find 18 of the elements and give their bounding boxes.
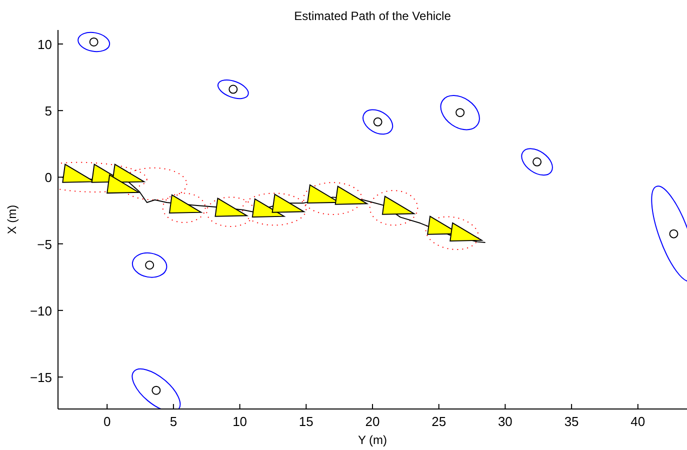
y-tick-label: 0 — [44, 170, 52, 186]
y-tick-label: −5 — [37, 236, 52, 252]
x-tick-label: 0 — [103, 414, 111, 429]
x-tick-label: 30 — [498, 414, 512, 429]
y-tick-label: 5 — [44, 104, 52, 119]
x-axis-title: Y (m) — [358, 433, 388, 447]
x-tick-label: 20 — [365, 414, 380, 429]
y-tick-label: −10 — [30, 303, 52, 318]
x-tick-label: 5 — [170, 414, 178, 429]
x-tick-label: 35 — [564, 414, 579, 429]
x-tick-label: 25 — [432, 414, 446, 429]
y-axis-title: X (m) — [5, 204, 19, 234]
y-tick-label: −15 — [30, 370, 52, 386]
x-tick-label: 40 — [630, 414, 646, 429]
x-tick-label: 15 — [298, 414, 314, 429]
y-tick-label: 10 — [38, 36, 52, 52]
x-tick-label: 10 — [232, 414, 248, 429]
chart-title: Estimated Path of the Vehicle — [294, 9, 452, 23]
